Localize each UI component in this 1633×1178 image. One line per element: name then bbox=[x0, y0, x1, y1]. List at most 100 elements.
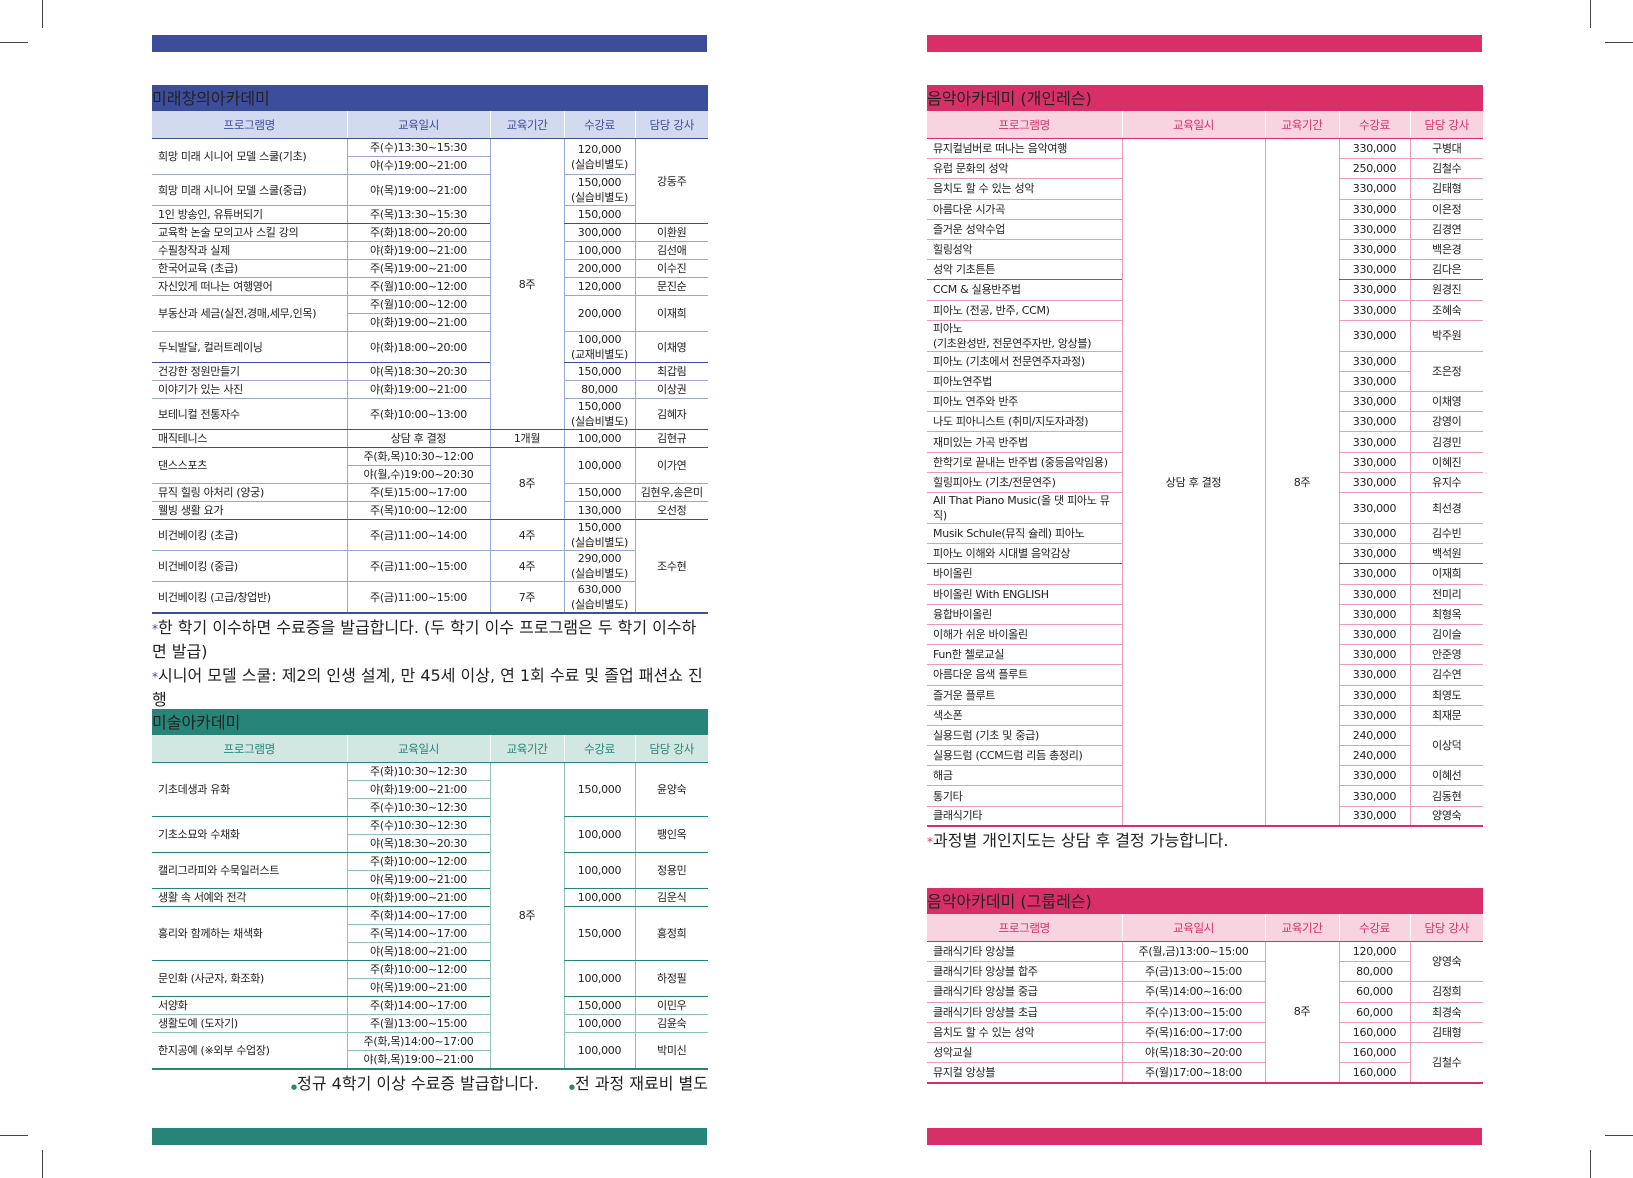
table-cell: 주(수)10:30~12:30 bbox=[346, 798, 490, 817]
header-cell: 프로그램명 bbox=[927, 913, 1122, 942]
header-cell: 교육기간 bbox=[1264, 913, 1339, 942]
table-cell: 330,000 bbox=[1338, 523, 1410, 545]
table-row: 아름다운 시가곡 330,000 이은정 bbox=[927, 199, 1483, 220]
table-cell: 최영도 bbox=[1409, 685, 1483, 706]
note-bullet: * bbox=[152, 670, 158, 684]
table-row: 비건베이킹 (초급) 주(금)11:00~14:00 4주 150,000 (실습비별… bbox=[152, 519, 708, 614]
table-cell: 야(목)18:00~21:00 bbox=[346, 942, 490, 961]
table-cell: 주(토)15:00~17:00 bbox=[346, 483, 490, 502]
table-cell: 주(화)14:00~17:00 bbox=[346, 906, 490, 925]
table-cell: 문인화 (사군자, 화조화) bbox=[152, 960, 347, 997]
table-cell: 야(목)19:00~21:00 bbox=[346, 174, 490, 206]
table-cell: 자신있게 떠나는 여행영어 bbox=[152, 277, 347, 296]
table-row: 주(수)10:30~12:30 bbox=[152, 798, 708, 817]
table-cell: 100,000 bbox=[563, 960, 635, 997]
table-cell: 100,000 bbox=[563, 1014, 635, 1033]
table-cell: 기초소묘와 수채화 bbox=[152, 816, 347, 853]
table-cell: 330,000 bbox=[1338, 219, 1410, 240]
table-cell: 이채영 bbox=[634, 331, 708, 363]
table-cell: 야(화,목)19:00~21:00 bbox=[346, 1050, 490, 1069]
table-cell: 김경연 bbox=[1409, 219, 1483, 240]
table-block: 음악아카데미 (개인레슨) 프로그램명 교육일시 교육기간 수강료 담당 강사 뮤지컬넘버로… bbox=[927, 85, 1483, 851]
note-text: 시니어 모델 스쿨: 제2의 인생 설계, 만 45세 이상, 연 1회 수료 … bbox=[152, 666, 703, 709]
table-cell: 오선정 bbox=[634, 501, 708, 520]
table-cell: 주(목)10:00~12:00 bbox=[346, 501, 490, 520]
crop-mark bbox=[42, 0, 43, 28]
table-cell: 100,000 bbox=[563, 852, 635, 889]
table-cell: 주(화)10:00~13:00 bbox=[346, 398, 490, 430]
table-cell: 비건베이킹 (중급) bbox=[152, 550, 347, 582]
table-cell: 원경진 bbox=[1409, 279, 1483, 301]
table-cell: 100,000 (교재비별도) bbox=[563, 331, 635, 363]
table-cell: 힐링피아노 (기초/전문연주) bbox=[927, 472, 1122, 494]
table-row: 피아노 이해와 시대별 음악감상 330,000 백석원 bbox=[927, 543, 1483, 565]
table-cell: 330,000 bbox=[1338, 584, 1410, 605]
table-cell: 150,000 bbox=[563, 996, 635, 1015]
table-cell: 서양화 bbox=[152, 996, 347, 1015]
note-text: 과정별 개인지도는 상담 후 결정 가능합니다. bbox=[933, 831, 1229, 851]
header-row: 프로그램명 교육일시 교육기간 수강료 담당 강사 bbox=[927, 913, 1483, 942]
header-cell: 교육일시 bbox=[346, 110, 490, 139]
table-row: 한국어교육 (초급) 주(목)19:00~21:00 200,000 이수진 bbox=[152, 259, 708, 278]
table-cell: 100,000 bbox=[563, 447, 635, 484]
table-cell: 최선경 bbox=[1409, 492, 1483, 524]
table-row: 비건베이킹 (고급/창업반) 주(금)11:00~15:00 7주 630,000 (… bbox=[152, 581, 708, 614]
table-cell: 330,000 bbox=[1338, 765, 1410, 787]
table-row: 부동산과 세금(실전,경매,세무,인목) 주(월)10:00~12:00 200,0… bbox=[152, 295, 708, 332]
table-cell: 매직테니스 bbox=[152, 429, 347, 448]
table-cell: 이환원 bbox=[634, 223, 708, 242]
note-text: 한 학기 이수하면 수료증을 발급합니다. (두 학기 이수 프로그램은 두 학… bbox=[152, 618, 697, 661]
table-cell: 150,000 bbox=[563, 906, 635, 961]
table-cell: 최형옥 bbox=[1409, 604, 1483, 625]
table-cell: 뮤지컬넘버로 떠나는 음악여행 bbox=[927, 138, 1122, 160]
table-cell: 나도 피아니스트 (취미/지도자과정) bbox=[927, 411, 1122, 433]
table-cell: 최갑림 bbox=[634, 362, 708, 381]
table-cell: 홍리와 함께하는 채색화 bbox=[152, 906, 347, 961]
section-tag: 미술아카데미 bbox=[152, 709, 708, 733]
header-cell: 담당 강사 bbox=[1409, 913, 1483, 942]
table-cell: 150,000 (실습비별도) bbox=[563, 519, 635, 551]
table-cell: 330,000 bbox=[1338, 604, 1410, 625]
table-row: 생활 속 서예와 전각 야(화)19:00~21:00 100,000 김운식 bbox=[152, 888, 708, 907]
table-cell: 이재희 bbox=[1409, 563, 1483, 585]
table-row: 실용드럼 (CCM드럼 리듬 총정리) 240,000 bbox=[927, 745, 1483, 767]
table-cell: CCM & 실용반주법 bbox=[927, 279, 1122, 301]
table-cell: 주(화)10:00~12:00 bbox=[346, 960, 490, 979]
table-cell: 이은정 bbox=[1409, 199, 1483, 220]
table-row: CCM & 실용반주법 330,000 원경진 bbox=[927, 279, 1483, 301]
note-line: ●정규 4학기 이상 수료증 발급합니다. bbox=[291, 1070, 539, 1094]
note-bullet: ● bbox=[568, 1082, 575, 1091]
table-row: 생활도예 (도자기) 주(월)13:00~15:00 100,000 김윤숙 bbox=[152, 1014, 708, 1033]
table-cell: 댄스스포츠 bbox=[152, 447, 347, 484]
table-cell: 60,000 bbox=[1338, 1002, 1410, 1023]
table-cell: 100,000 bbox=[563, 429, 635, 448]
table-cell: 실용드럼 (CCM드럼 리듬 총정리) bbox=[927, 745, 1122, 767]
table-row: 야(목)18:00~21:00 bbox=[152, 942, 708, 961]
table-cell: 주(화)10:30~12:30 bbox=[346, 762, 490, 781]
table-cell: 이채영 bbox=[1409, 391, 1483, 413]
table-cell: 330,000 bbox=[1338, 351, 1410, 372]
crop-mark bbox=[42, 1150, 43, 1178]
table-cell: 백은경 bbox=[1409, 239, 1483, 261]
table-cell: 실용드럼 (기초 및 중급) bbox=[927, 725, 1122, 747]
table-cell: 한학기로 끝내는 반주법 (중등음악임용) bbox=[927, 452, 1122, 473]
table-cell: 융합바이올린 bbox=[927, 604, 1122, 625]
table-cell: 300,000 bbox=[563, 223, 635, 242]
header-cell: 교육기간 bbox=[489, 110, 564, 139]
table-row: 피아노 연주와 반주 330,000 이채영 bbox=[927, 391, 1483, 413]
table-cell: 두뇌발달, 컬러트레이닝 bbox=[152, 331, 347, 363]
table-row: 바이올린 With ENGLISH 330,000 전미리 bbox=[927, 584, 1483, 605]
table-cell: 주(목)14:00~16:00 bbox=[1121, 981, 1265, 1003]
table-cell: 120,000 (실습비별도) bbox=[563, 138, 635, 175]
table-cell: 250,000 bbox=[1338, 158, 1410, 180]
table-cell: 주(금)11:00~15:00 bbox=[346, 550, 490, 582]
table-row: 힐링피아노 (기초/전문연주) 330,000 유지수 bbox=[927, 472, 1483, 494]
table-cell: 330,000 bbox=[1338, 138, 1410, 160]
table-cell: 음치도 할 수 있는 성악 bbox=[927, 178, 1122, 200]
table-cell: 160,000 bbox=[1338, 1042, 1410, 1064]
table-cell: 8주 bbox=[489, 447, 564, 520]
table-cell: Fun한 첼로교실 bbox=[927, 644, 1122, 666]
table-cell: 해금 bbox=[927, 765, 1122, 787]
table-row: 기초소묘와 수채화 주(수)10:30~12:30 100,000 팽인옥 bbox=[152, 816, 708, 853]
table-cell: 정용민 bbox=[634, 852, 708, 889]
